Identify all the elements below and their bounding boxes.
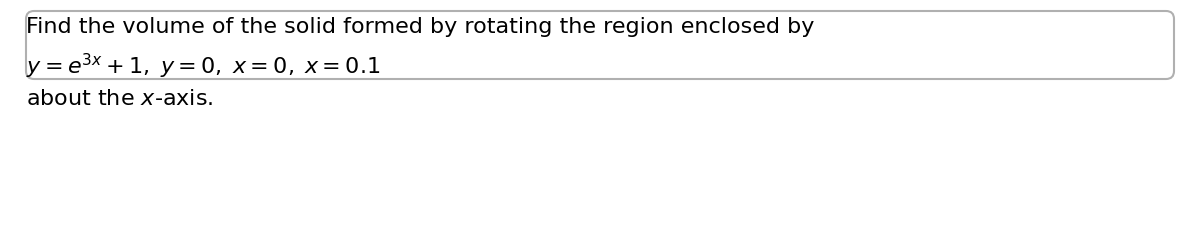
FancyBboxPatch shape <box>26 11 1174 79</box>
Text: Find the volume of the solid formed by rotating the region enclosed by: Find the volume of the solid formed by r… <box>26 17 815 37</box>
Text: about the $x$-axis.: about the $x$-axis. <box>26 89 214 109</box>
Text: $y = e^{3x} + 1, \; y = 0, \; x = 0, \; x = 0.1$: $y = e^{3x} + 1, \; y = 0, \; x = 0, \; … <box>26 52 380 81</box>
